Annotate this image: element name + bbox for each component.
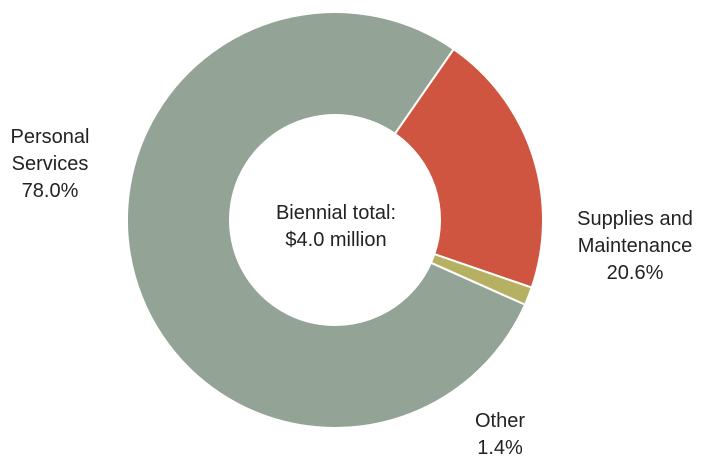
slice-other: [429, 252, 533, 306]
slice-label-personal-line1: Personal: [10, 126, 90, 148]
center-label-line1: Biennial total:: [275, 202, 397, 224]
donut-slices: [126, 11, 544, 429]
label-other: Other 1.4%: [470, 408, 530, 462]
slice-value-supplies: 20.6%: [606, 262, 664, 284]
slice-label-other-line1: Other: [474, 410, 526, 432]
center-label: Biennial total: $4.0 million: [246, 200, 426, 254]
slice-supplies-maintenance: [393, 47, 544, 289]
label-supplies-maintenance: Supplies and Maintenance 20.6%: [560, 206, 710, 287]
slice-label-supplies-line2: Maintenance: [577, 235, 693, 257]
center-label-line2: $4.0 million: [285, 229, 387, 251]
slice-label-personal-line2: Services: [11, 153, 89, 175]
slice-value-other: 1.4%: [477, 437, 523, 459]
label-personal-services: Personal Services 78.0%: [0, 124, 100, 205]
slice-personal-services: [126, 11, 527, 429]
slice-label-supplies-line1: Supplies and: [577, 208, 693, 230]
slice-value-personal: 78.0%: [21, 180, 79, 202]
